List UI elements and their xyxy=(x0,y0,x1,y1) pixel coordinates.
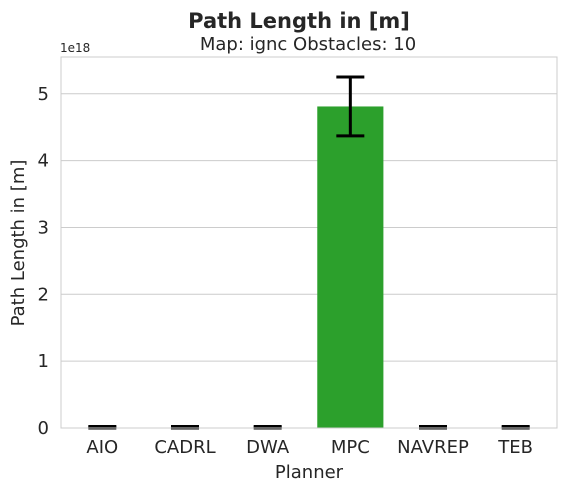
bars xyxy=(317,106,384,428)
grid-lines xyxy=(61,93,557,429)
y-tick-label: 2 xyxy=(38,284,49,305)
y-tick-label: 1 xyxy=(38,351,49,372)
x-tick-label: CADRL xyxy=(154,437,215,458)
y-tick-labels: 0 1 2 3 4 5 xyxy=(38,84,49,439)
y-axis-label: Path Length in [m] xyxy=(8,160,29,327)
error-bars xyxy=(88,75,530,430)
plot-frame xyxy=(60,56,558,429)
y-tick-label: 5 xyxy=(38,84,49,105)
y-scale-offset: 1e18 xyxy=(60,41,90,55)
x-tick-label: TEB xyxy=(497,437,533,458)
x-tick-label: DWA xyxy=(246,437,290,458)
x-tick-label: AIO xyxy=(86,437,118,458)
bar-mpc xyxy=(317,106,384,428)
x-tick-labels: AIO CADRL DWA MPC NAVREP TEB xyxy=(86,437,533,458)
x-tick-label: NAVREP xyxy=(397,437,469,458)
chart-suptitle: Path Length in [m] xyxy=(188,9,410,33)
x-axis-label: Planner xyxy=(275,462,344,483)
x-tick-label: MPC xyxy=(331,437,370,458)
y-tick-label: 3 xyxy=(38,217,49,238)
chart-subtitle: Map: ignc Obstacles: 10 xyxy=(200,34,416,55)
y-tick-label: 0 xyxy=(38,418,49,439)
y-tick-label: 4 xyxy=(38,151,49,172)
error-bar-mpc xyxy=(336,75,365,138)
